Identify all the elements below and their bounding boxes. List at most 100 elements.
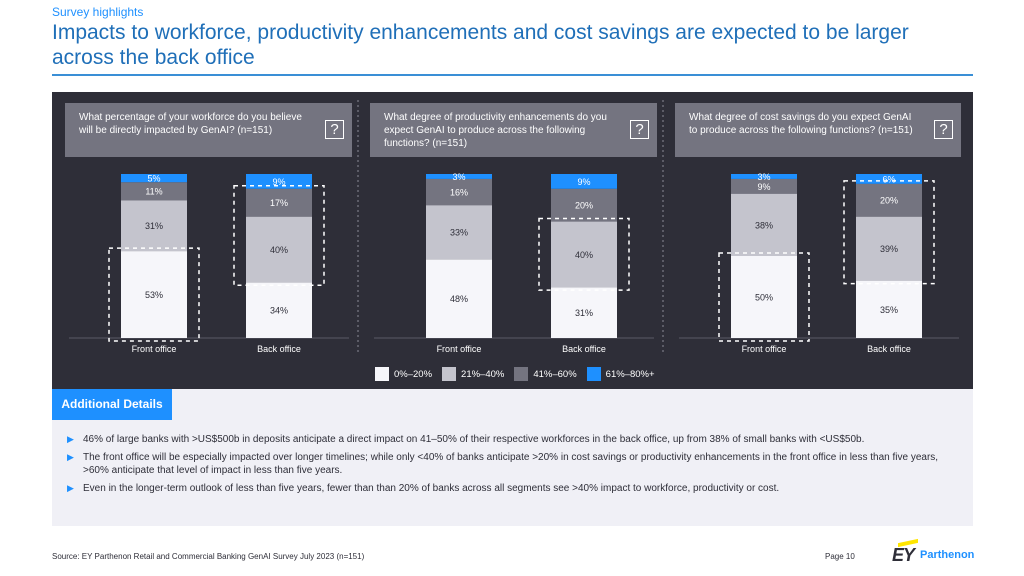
bullet-arrow-icon: ▶: [67, 452, 74, 462]
legend: 0%–20% 21%–40% 41%–60% 61%–80%+: [375, 367, 655, 381]
stacked-bar-charts: 53% 31% 11% 5% Front office 34% 40% 17% 9% Back o…: [69, 100, 959, 354]
data-label: 35%: [880, 305, 898, 315]
bar-segment: [246, 282, 312, 338]
bar-segment: [551, 221, 617, 288]
bar-segment: [246, 174, 312, 189]
kicker: Survey highlights: [52, 5, 144, 19]
source-note: Source: EY Parthenon Retail and Commerci…: [52, 552, 365, 561]
bar-segment: [551, 174, 617, 189]
charts-panel: What percentage of your workforce do you…: [52, 92, 973, 389]
bullet-text: Even in the longer-term outlook of less …: [83, 483, 780, 494]
bullet-text: The front office will be especially impa…: [83, 452, 939, 476]
legend-swatch: [514, 367, 529, 381]
bar-segment: [426, 174, 492, 179]
category-label: Back office: [257, 344, 301, 354]
help-icon[interactable]: ?: [630, 120, 649, 139]
question-text: What degree of cost savings do you expec…: [689, 112, 913, 136]
list-item: ▶ 46% of large banks with >US$500b in dep…: [67, 433, 962, 446]
data-label: 50%: [755, 293, 773, 303]
legend-item: 41%–60%: [514, 367, 577, 381]
legend-swatch: [442, 367, 457, 381]
legend-item: 21%–40%: [442, 367, 504, 381]
details-list: ▶ 46% of large banks with >US$500b in dep…: [67, 433, 962, 500]
data-label: 5%: [147, 174, 160, 184]
bar-segment: [731, 174, 797, 179]
category-label: Back office: [562, 344, 606, 354]
bar-segment: [551, 287, 617, 338]
bar-segment: [856, 174, 922, 184]
bar-segment: [121, 174, 187, 183]
data-label: 20%: [880, 196, 898, 206]
data-label: 39%: [880, 244, 898, 254]
data-label: 53%: [145, 290, 163, 300]
bullet-text: 46% of large banks with >US$500b in depo…: [83, 434, 865, 445]
question-box-3: What degree of cost savings do you expec…: [675, 103, 961, 157]
data-label: 3%: [452, 172, 465, 182]
page-number: Page 10: [825, 552, 855, 561]
help-icon[interactable]: ?: [325, 120, 344, 139]
bullet-arrow-icon: ▶: [67, 483, 74, 493]
data-label: 9%: [577, 177, 590, 187]
bar-segment: [121, 251, 187, 338]
question-text: What degree of productivity enhancements…: [384, 112, 607, 149]
bar-segment: [856, 280, 922, 338]
data-label: 40%: [575, 250, 593, 260]
legend-swatch: [375, 367, 389, 381]
data-label: 3%: [757, 172, 770, 182]
question-box-2: What degree of productivity enhancements…: [370, 103, 657, 157]
list-item: ▶ The front office will be especially imp…: [67, 451, 962, 477]
legend-label: 21%–40%: [461, 368, 505, 380]
list-item: ▶ Even in the longer-term outlook of less…: [67, 482, 962, 495]
highlight-box: [233, 185, 325, 286]
legend-swatch: [586, 367, 601, 381]
page-title: Impacts to workforce, productivity enhan…: [52, 21, 909, 69]
highlight-box: [108, 247, 200, 342]
additional-details-tab[interactable]: Additional Details: [52, 389, 172, 420]
data-label: 16%: [450, 188, 468, 198]
bullet-arrow-icon: ▶: [67, 434, 74, 444]
legend-label: 41%–60%: [533, 368, 577, 380]
help-icon[interactable]: ?: [934, 120, 953, 139]
data-label: 11%: [145, 187, 162, 197]
bar-segment: [426, 205, 492, 260]
legend-item: 61%–80%+: [586, 367, 655, 381]
category-label: Back office: [867, 344, 911, 354]
bar-segment: [856, 183, 922, 217]
category-label: Front office: [742, 344, 787, 354]
data-label: 9%: [272, 177, 285, 187]
legend-label: 61%–80%+: [605, 368, 655, 380]
additional-details: Additional Details ▶ 46% of large banks w…: [52, 389, 973, 526]
bar-segment: [731, 193, 797, 256]
bar-segment: [121, 200, 187, 252]
category-label: Front office: [437, 344, 482, 354]
question-box-1: What percentage of your workforce do you…: [65, 103, 352, 157]
bar-segment: [856, 216, 922, 281]
bar-segment: [426, 259, 492, 338]
logo-name: Parthenon: [920, 549, 975, 561]
bar-segment: [246, 188, 312, 217]
data-label: 17%: [270, 198, 288, 208]
category-label: Front office: [132, 344, 177, 354]
data-label: 38%: [755, 220, 773, 230]
logo-mark: EY: [892, 545, 915, 565]
data-label: 20%: [575, 201, 593, 211]
data-label: 40%: [270, 245, 288, 255]
bar-segment: [121, 182, 187, 201]
data-label: 31%: [575, 308, 593, 318]
bar-segment: [731, 178, 797, 194]
data-label: 31%: [145, 221, 163, 231]
data-label: 6%: [882, 174, 895, 184]
data-label: 34%: [270, 306, 288, 316]
question-text: What percentage of your workforce do you…: [79, 112, 302, 136]
legend-item: 0%–20%: [375, 367, 432, 381]
bar-segment: [246, 216, 312, 283]
data-label: 9%: [757, 182, 770, 192]
data-label: 33%: [450, 228, 468, 238]
legend-label: 0%–20%: [394, 368, 433, 380]
bar-segment: [426, 178, 492, 206]
bar-segment: [551, 188, 617, 222]
title-rule: [52, 74, 973, 76]
bar-segment: [731, 256, 797, 338]
data-label: 48%: [450, 294, 468, 304]
highlight-box: [718, 252, 810, 342]
